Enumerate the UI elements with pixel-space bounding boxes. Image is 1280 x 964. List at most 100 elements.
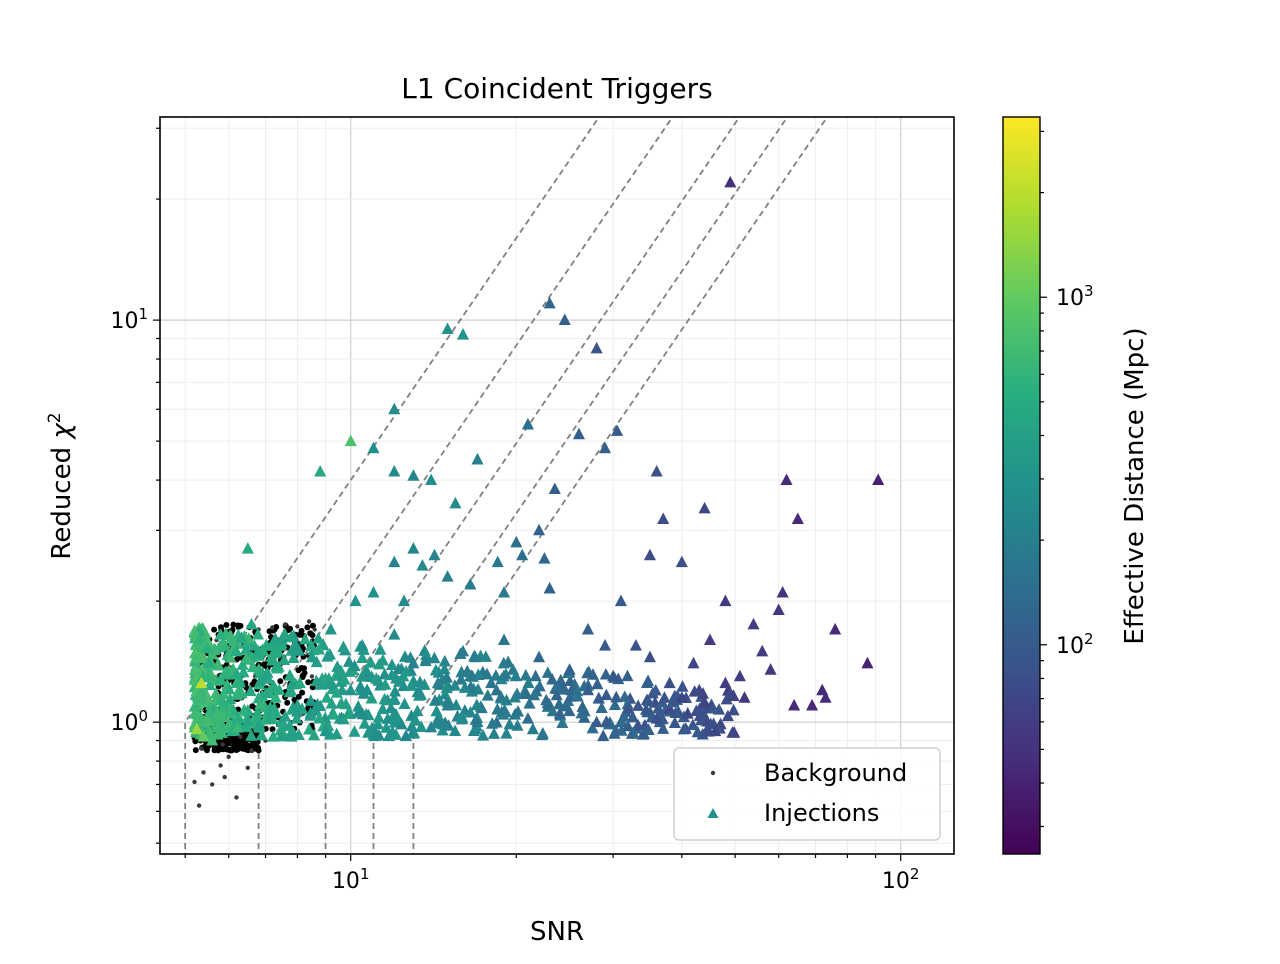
injection-point <box>476 729 490 741</box>
injection-point <box>323 677 336 690</box>
injection-point <box>464 577 477 590</box>
injection-point <box>631 718 645 731</box>
injection-point <box>342 655 356 667</box>
injection-point <box>260 638 273 651</box>
background-point <box>226 746 233 753</box>
background-point <box>305 679 312 686</box>
injection-point <box>283 669 296 681</box>
threshold-line-3 <box>372 117 789 854</box>
background-point <box>249 748 254 753</box>
injection-point <box>365 691 378 704</box>
background-point <box>253 744 260 751</box>
injection-point <box>776 586 789 598</box>
injection-point <box>348 725 361 737</box>
injection-point <box>278 719 291 731</box>
injection-point <box>398 697 411 710</box>
injection-point <box>245 617 258 630</box>
injection-point <box>263 711 276 723</box>
threshold-lines <box>184 117 829 854</box>
injection-point <box>372 711 385 723</box>
injection-point <box>497 633 511 646</box>
injection-point <box>675 691 688 703</box>
injection-point <box>512 705 525 717</box>
injection-point <box>271 661 284 674</box>
injection-point <box>275 729 288 742</box>
injection-point <box>245 729 258 741</box>
injection-point <box>643 650 656 663</box>
injection-point <box>465 669 478 681</box>
injection-point <box>481 689 494 701</box>
injection-point <box>456 644 470 657</box>
injection-point <box>521 417 534 430</box>
injection-point <box>364 656 377 668</box>
injection-point <box>299 632 312 645</box>
injection-point <box>293 676 306 689</box>
injection-point <box>772 603 785 616</box>
injection-point <box>438 662 451 675</box>
injection-point <box>267 730 280 742</box>
injection-point <box>388 402 401 415</box>
background-point <box>210 782 215 787</box>
injection-point <box>529 669 542 682</box>
injection-point <box>264 701 277 713</box>
injection-point <box>304 694 317 706</box>
injection-point <box>642 723 655 735</box>
injection-point <box>201 640 214 653</box>
injection-point <box>618 690 631 702</box>
injection-point <box>709 724 722 737</box>
injection-point <box>438 654 451 667</box>
injection-point <box>398 650 412 662</box>
grid <box>160 117 954 854</box>
injection-point <box>319 724 332 737</box>
injection-point <box>408 726 421 739</box>
injection-point <box>386 726 399 739</box>
injection-point <box>520 687 533 700</box>
injection-point <box>663 702 676 714</box>
injection-point <box>231 688 244 700</box>
injection-point <box>285 730 298 742</box>
injection-point <box>598 639 612 651</box>
injection-point <box>388 684 402 697</box>
injection-point <box>632 699 645 711</box>
injection-point <box>378 692 391 705</box>
injection-point <box>337 712 350 725</box>
injection-point <box>563 663 576 675</box>
injection-point <box>367 728 380 740</box>
injection-point <box>324 622 337 635</box>
injection-point <box>551 682 564 694</box>
background-point <box>199 746 204 751</box>
injection-point <box>202 656 215 668</box>
injection-point <box>388 555 401 568</box>
background-point <box>245 765 250 770</box>
background-point <box>233 747 240 753</box>
injection-point <box>278 653 291 665</box>
background-point <box>231 739 238 746</box>
background-point <box>299 689 306 696</box>
injection-point <box>428 651 441 664</box>
injection-point <box>571 689 584 702</box>
injection-point <box>536 727 549 739</box>
injection-point <box>511 719 524 731</box>
injection-point <box>590 715 603 728</box>
injection-point <box>516 548 529 561</box>
injection-point <box>609 723 622 736</box>
injection-point <box>687 656 700 669</box>
legend-label-injections: Injections <box>764 799 879 827</box>
injection-point <box>686 718 699 731</box>
injection-point <box>491 555 504 568</box>
injection-point <box>352 700 365 712</box>
injection-point <box>764 663 777 675</box>
injection-point <box>581 683 595 696</box>
injection-point <box>195 712 208 724</box>
injection-point <box>381 712 394 724</box>
background-point <box>283 622 288 627</box>
injection-point <box>303 722 316 735</box>
injection-point <box>533 679 546 692</box>
injection-point <box>455 673 468 685</box>
background-point <box>277 678 284 685</box>
background-point <box>304 624 311 631</box>
injection-point <box>719 594 732 607</box>
injection-point <box>719 676 732 689</box>
injection-point <box>497 656 510 669</box>
